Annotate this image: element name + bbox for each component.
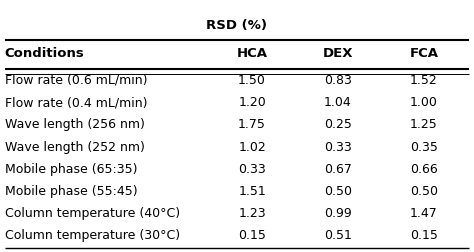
Text: 1.04: 1.04: [324, 96, 352, 109]
Text: 1.23: 1.23: [238, 207, 266, 220]
Text: 0.50: 0.50: [410, 185, 438, 198]
Text: 1.47: 1.47: [410, 207, 438, 220]
Text: 0.83: 0.83: [324, 74, 352, 87]
Text: Column temperature (30°C): Column temperature (30°C): [5, 229, 180, 242]
Text: DEX: DEX: [323, 47, 353, 60]
Text: FCA: FCA: [410, 47, 438, 60]
Text: 1.25: 1.25: [410, 118, 438, 131]
Text: 0.51: 0.51: [324, 229, 352, 242]
Text: 1.51: 1.51: [238, 185, 266, 198]
Text: 0.35: 0.35: [410, 141, 438, 153]
Text: 0.50: 0.50: [324, 185, 352, 198]
Text: 0.15: 0.15: [410, 229, 438, 242]
Text: 0.25: 0.25: [324, 118, 352, 131]
Text: Mobile phase (55:45): Mobile phase (55:45): [5, 185, 137, 198]
Text: 0.15: 0.15: [238, 229, 266, 242]
Text: Mobile phase (65:35): Mobile phase (65:35): [5, 163, 137, 176]
Text: Conditions: Conditions: [5, 47, 84, 60]
Text: 1.02: 1.02: [238, 141, 266, 153]
Text: 1.75: 1.75: [238, 118, 266, 131]
Text: RSD (%): RSD (%): [207, 19, 267, 32]
Text: Column temperature (40°C): Column temperature (40°C): [5, 207, 180, 220]
Text: 0.33: 0.33: [238, 163, 266, 176]
Text: HCA: HCA: [237, 47, 268, 60]
Text: 1.50: 1.50: [238, 74, 266, 87]
Text: 0.67: 0.67: [324, 163, 352, 176]
Text: Wave length (252 nm): Wave length (252 nm): [5, 141, 145, 153]
Text: 0.33: 0.33: [324, 141, 352, 153]
Text: Wave length (256 nm): Wave length (256 nm): [5, 118, 145, 131]
Text: 0.66: 0.66: [410, 163, 438, 176]
Text: Flow rate (0.6 mL/min): Flow rate (0.6 mL/min): [5, 74, 147, 87]
Text: 1.00: 1.00: [410, 96, 438, 109]
Text: 1.52: 1.52: [410, 74, 438, 87]
Text: Flow rate (0.4 mL/min): Flow rate (0.4 mL/min): [5, 96, 147, 109]
Text: 1.20: 1.20: [238, 96, 266, 109]
Text: 0.99: 0.99: [324, 207, 352, 220]
